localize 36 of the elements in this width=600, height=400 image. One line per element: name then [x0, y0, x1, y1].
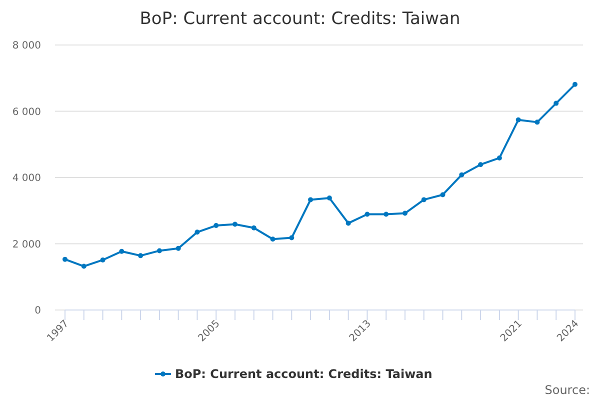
- point: [516, 117, 521, 122]
- chart-title: BoP: Current account: Credits: Taiwan: [140, 9, 460, 29]
- point: [440, 192, 446, 198]
- point: [81, 264, 86, 269]
- y-tick-label: 2 000: [12, 239, 41, 250]
- point: [534, 120, 540, 125]
- point: [308, 197, 314, 202]
- point: [572, 82, 578, 87]
- point: [100, 257, 106, 262]
- point: [289, 235, 294, 240]
- point: [138, 253, 144, 258]
- point: [496, 155, 502, 160]
- point: [251, 225, 256, 230]
- point: [478, 162, 484, 168]
- y-tick-label: 6 000: [12, 106, 41, 118]
- point: [232, 222, 238, 227]
- point: [554, 100, 559, 106]
- point: [119, 248, 124, 254]
- point: [421, 197, 426, 202]
- y-tick-label: 8 000: [12, 40, 41, 52]
- point: [194, 230, 200, 235]
- point: [364, 212, 370, 217]
- y-tick-label: 4 000: [12, 173, 41, 184]
- point: [270, 236, 276, 242]
- point: [156, 248, 162, 254]
- point: [402, 210, 408, 216]
- point: [214, 223, 219, 228]
- point: [384, 212, 389, 217]
- source-note: Source:: [544, 383, 590, 397]
- point: [326, 196, 332, 201]
- point: [62, 256, 68, 262]
- point: [176, 246, 181, 251]
- y-tick-label: 0: [34, 306, 41, 316]
- point: [346, 220, 351, 226]
- legend-label: BoP: Current account: Credits: Taiwan: [175, 367, 432, 382]
- point: [459, 172, 464, 178]
